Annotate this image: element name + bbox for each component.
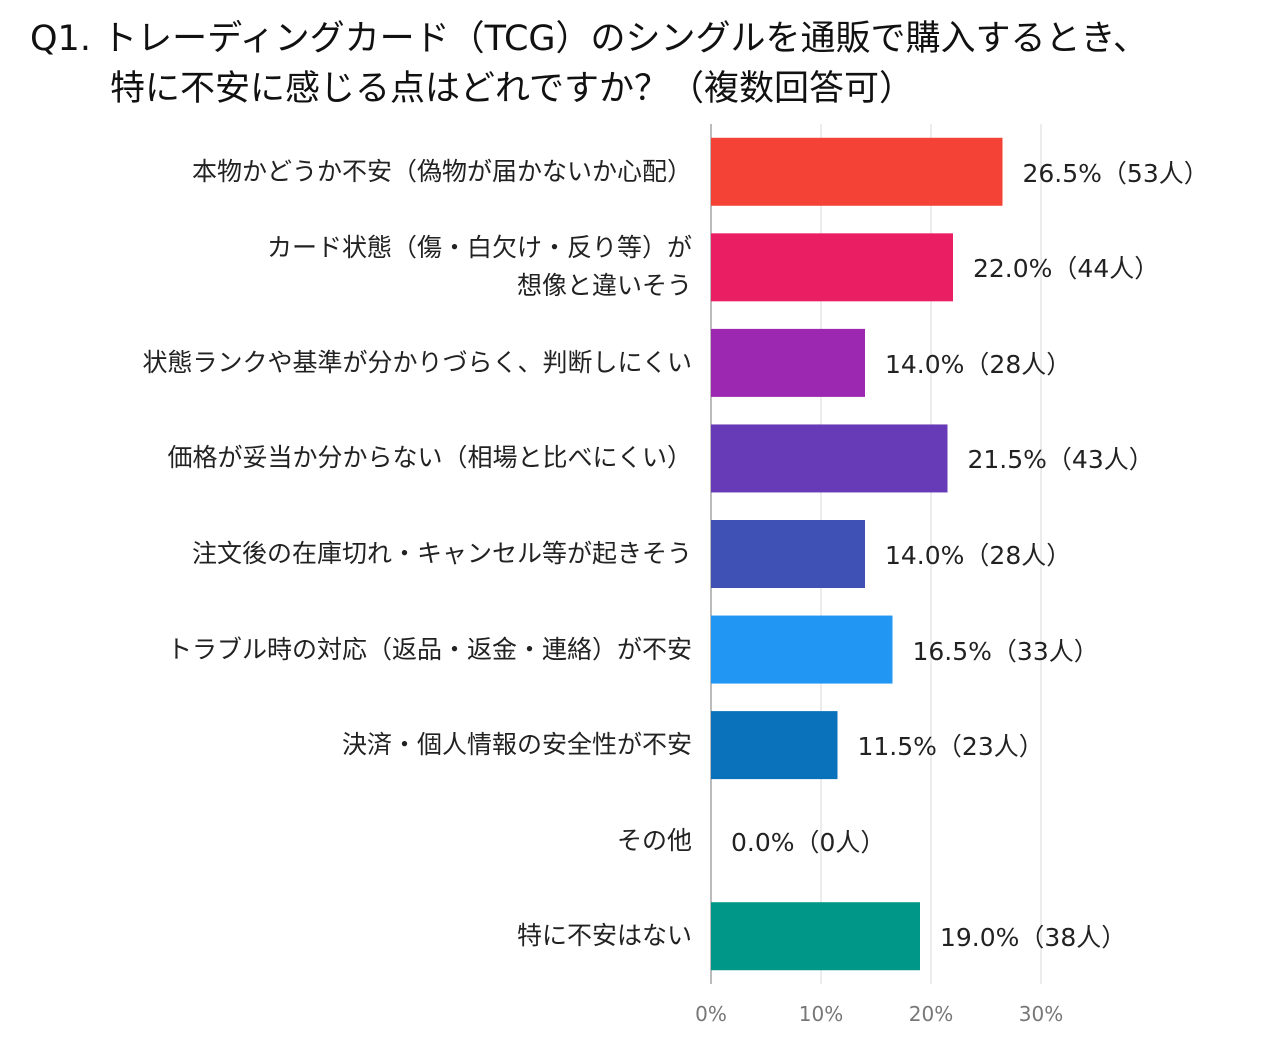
category-label: トラブル時の対応（返品・返金・連絡）が不安	[166, 634, 692, 664]
chart-title: Q1. トレーディングカード（TCG）のシングルを通販で購入するとき、 特に不安…	[30, 19, 1149, 109]
value-label: 21.5%（43人）	[967, 445, 1154, 475]
category-label: 注文後の在庫切れ・キャンセル等が起きそう	[191, 539, 692, 568]
x-tick-label: 30%	[1018, 1002, 1064, 1026]
category-label: 決済・個人情報の安全性が不安	[341, 730, 692, 760]
value-label: 0.0%（0人）	[731, 827, 886, 857]
value-label: 14.0%（28人）	[885, 541, 1072, 570]
bar	[711, 902, 920, 971]
bar	[711, 711, 838, 780]
value-label: 16.5%（33人）	[912, 636, 1099, 666]
x-tick-label: 0%	[695, 1002, 727, 1026]
bar	[711, 233, 953, 302]
category-label: 特に不安はない	[516, 921, 692, 951]
category-label: 本物かどうか不安（偽物が届かないか心配）	[191, 156, 692, 186]
category-label: 価格が妥当か分からない（相場と比べにくい）	[167, 443, 692, 473]
value-label: 22.0%（44人）	[973, 254, 1160, 284]
category-label: 状態ランクや基準が分かりづらく、判断しにくい	[142, 347, 692, 377]
bar	[711, 424, 948, 493]
category-label: カード状態（傷・白欠け・反り等）が 想像と違いそう	[266, 233, 692, 301]
bar	[711, 520, 865, 588]
bar	[711, 615, 893, 684]
x-tick-label: 10%	[798, 1002, 844, 1026]
value-label: 19.0%（38人）	[940, 923, 1127, 953]
x-tick-label: 20%	[908, 1002, 954, 1026]
bar	[711, 328, 865, 397]
value-label: 26.5%（53人）	[1022, 158, 1209, 188]
bar	[711, 137, 1003, 206]
value-label: 11.5%（23人）	[857, 732, 1044, 762]
category-label: その他	[616, 825, 692, 855]
value-label: 14.0%（28人）	[885, 349, 1072, 379]
